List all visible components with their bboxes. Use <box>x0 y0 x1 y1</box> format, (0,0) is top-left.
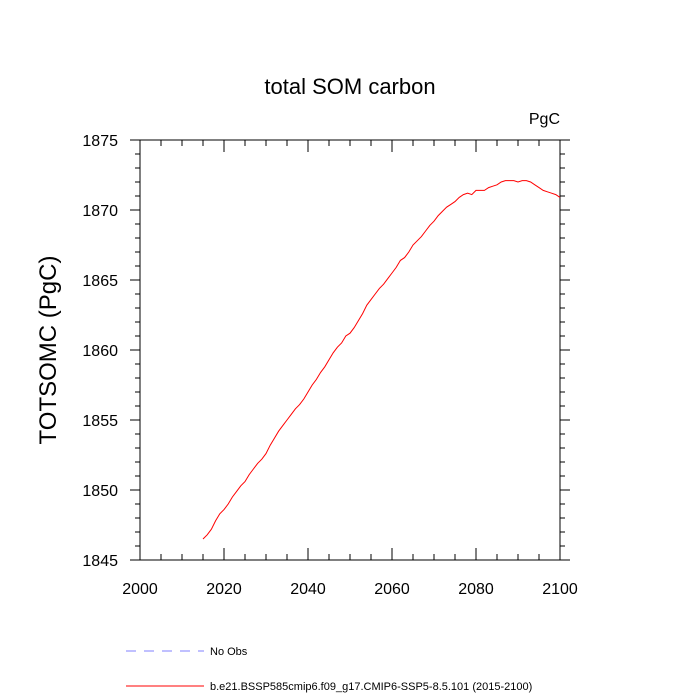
axis-ticks <box>130 139 570 561</box>
x-tick-label: 2040 <box>290 581 326 598</box>
x-tick-label: 2020 <box>206 581 242 598</box>
y-tick-label: 1860 <box>82 343 118 360</box>
tick-labels: 2000 2020 2040 2060 2080 2100 1845 1850 1855 1860… <box>82 133 577 598</box>
units-label: PgC <box>529 111 560 128</box>
plot-frame <box>139 139 561 561</box>
y-tick-label: 1855 <box>82 413 118 430</box>
x-tick-label: 2060 <box>374 581 410 598</box>
y-axis-label: TOTSOMC (PgC) <box>35 256 62 445</box>
legend-label-no-obs: No Obs <box>210 646 248 658</box>
chart-title: total SOM carbon <box>264 74 435 99</box>
x-tick-label: 2000 <box>122 581 158 598</box>
y-tick-label: 1865 <box>82 273 118 290</box>
x-tick-label: 2100 <box>542 581 578 598</box>
legend: No Obs b.e21.BSSP585cmip6.f09_g17.CMIP6-… <box>126 646 532 693</box>
legend-label-model: b.e21.BSSP585cmip6.f09_g17.CMIP6-SSP5-8.… <box>210 681 532 693</box>
series-line-1 <box>202 180 561 540</box>
y-tick-label: 1850 <box>82 483 118 500</box>
y-tick-label: 1870 <box>82 203 118 220</box>
x-tick-label: 2080 <box>458 581 494 598</box>
y-tick-label: 1875 <box>82 133 118 150</box>
series-lines <box>202 180 561 540</box>
y-tick-label: 1845 <box>82 553 118 570</box>
